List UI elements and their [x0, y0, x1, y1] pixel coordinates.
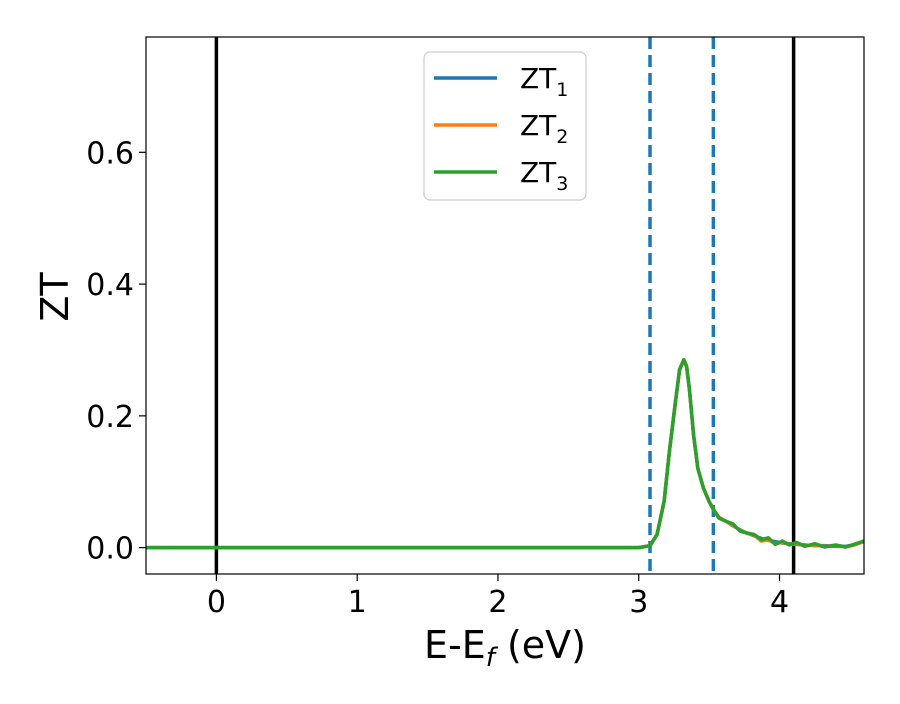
legend-box [423, 51, 587, 201]
vertical-reference-lines [214, 37, 796, 574]
series-lines [146, 358, 864, 550]
x-axis-ticks: 0 1 2 3 4 [207, 574, 789, 620]
x-tick-label: 2 [488, 585, 507, 620]
series-line-zt3 [146, 358, 864, 550]
y-tick-label: 0.4 [86, 268, 134, 303]
x-axis-label: E-Ef (eV) [424, 623, 586, 673]
y-tick-label: 0.2 [86, 400, 134, 435]
x-tick-label: 1 [348, 585, 367, 620]
series-line-zt1 [146, 358, 864, 550]
y-tick-label: 0.0 [86, 532, 134, 567]
y-axis-ticks: 0.0 0.2 0.4 0.6 [86, 136, 146, 567]
series-line-zt2 [146, 358, 864, 550]
x-tick-label: 4 [770, 585, 789, 620]
legend-label-zt3: ZT3 [520, 156, 568, 195]
y-tick-label: 0.6 [86, 136, 134, 171]
x-tick-label: 3 [629, 585, 648, 620]
legend-label-zt2: ZT2 [520, 109, 568, 148]
plot-frame [145, 36, 865, 575]
x-tick-label: 0 [207, 585, 226, 620]
legend-label-zt1: ZT1 [520, 62, 568, 101]
y-axis-label: ZT [33, 272, 77, 322]
legend: ZT1 ZT2 ZT3 [423, 51, 587, 201]
